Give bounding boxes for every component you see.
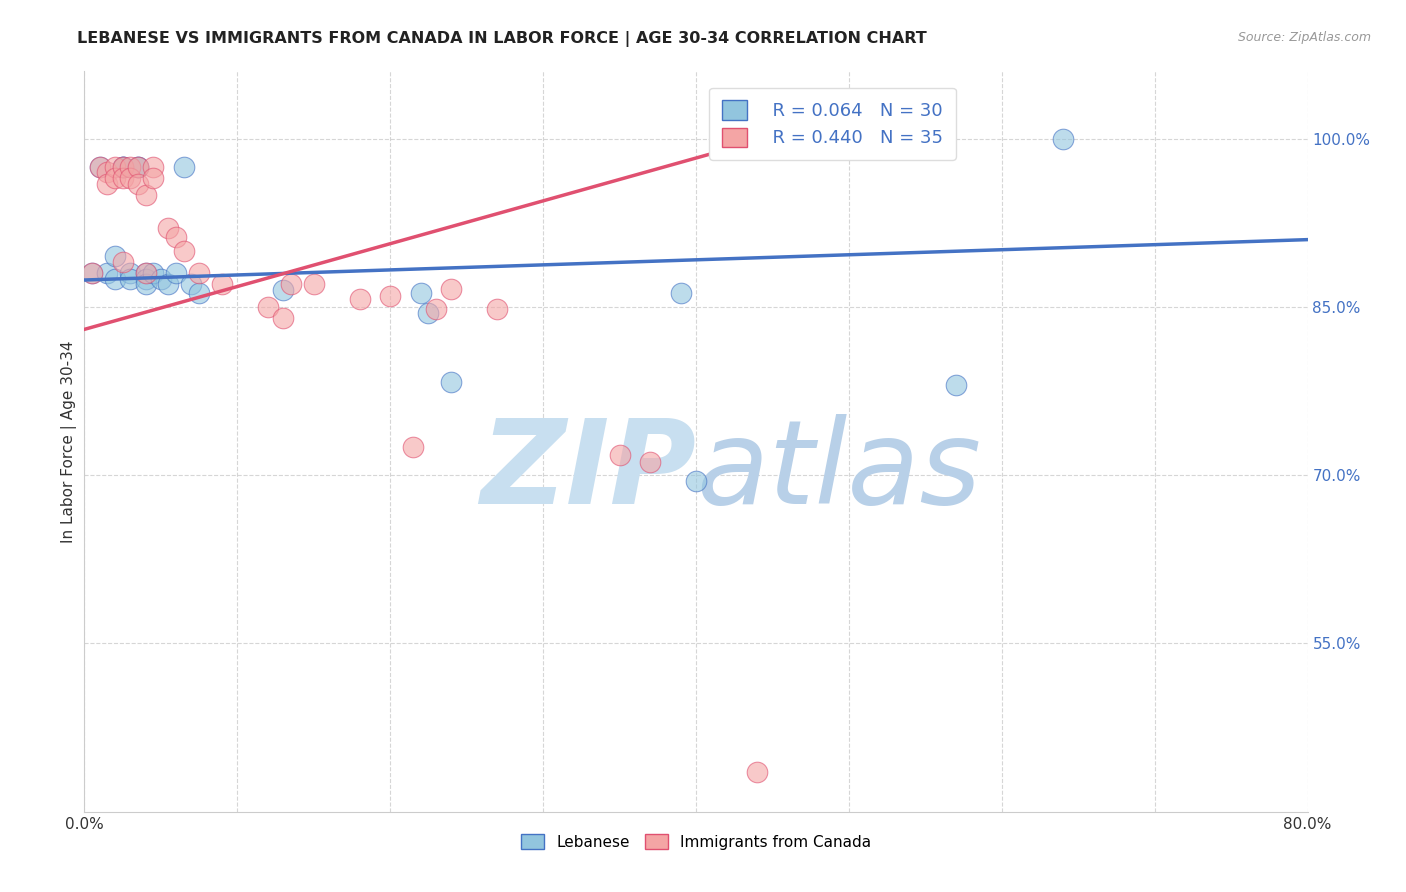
Point [142, 170, 165, 185]
Point [409, 286, 432, 301]
Point [685, 474, 707, 488]
Point [440, 375, 463, 389]
Point [120, 160, 142, 174]
Point [380, 289, 402, 303]
Point [120, 170, 142, 185]
Point [111, 160, 134, 174]
Point [280, 277, 302, 292]
Point [104, 170, 127, 185]
Point [127, 160, 149, 174]
Point [188, 286, 211, 301]
Point [120, 272, 142, 286]
Point [402, 440, 425, 454]
Y-axis label: In Labor Force | Age 30-34: In Labor Force | Age 30-34 [62, 340, 77, 543]
Point [96, 177, 118, 191]
Legend: Lebanese, Immigrants from Canada: Lebanese, Immigrants from Canada [515, 828, 877, 856]
Point [135, 187, 157, 202]
Point [157, 221, 180, 235]
Point [302, 277, 325, 292]
Point [165, 266, 187, 280]
Point [111, 170, 134, 185]
Point [173, 160, 195, 174]
Point [127, 177, 149, 191]
Point [142, 160, 165, 174]
Point [257, 300, 280, 314]
Point [80, 266, 103, 280]
Point [486, 302, 509, 317]
Point [211, 277, 233, 292]
Point [440, 282, 463, 296]
Point [638, 455, 661, 469]
Point [96, 165, 118, 179]
Point [180, 277, 202, 292]
Point [89, 160, 111, 174]
Point [945, 378, 967, 392]
Point [135, 277, 157, 292]
Point [149, 272, 172, 286]
Point [89, 160, 111, 174]
Point [127, 160, 149, 174]
Point [669, 286, 692, 301]
Point [1052, 131, 1074, 145]
Text: atlas: atlas [696, 414, 981, 528]
Point [96, 266, 118, 280]
Point [747, 765, 769, 780]
Point [135, 266, 157, 280]
Point [188, 266, 211, 280]
Text: Source: ZipAtlas.com: Source: ZipAtlas.com [1237, 31, 1371, 45]
Point [104, 250, 127, 264]
Point [127, 160, 149, 174]
Point [425, 302, 447, 317]
Point [80, 266, 103, 280]
Point [135, 266, 157, 280]
Point [142, 266, 165, 280]
Point [111, 160, 134, 174]
Point [111, 160, 134, 174]
Point [418, 305, 440, 319]
Point [271, 283, 294, 297]
Point [157, 277, 180, 292]
Point [173, 244, 195, 258]
Point [104, 160, 127, 174]
Point [120, 266, 142, 280]
Point [111, 255, 134, 269]
Point [609, 448, 631, 462]
Text: LEBANESE VS IMMIGRANTS FROM CANADA IN LABOR FORCE | AGE 30-34 CORRELATION CHART: LEBANESE VS IMMIGRANTS FROM CANADA IN LA… [77, 31, 927, 47]
Point [111, 160, 134, 174]
Point [271, 311, 294, 326]
Point [135, 272, 157, 286]
Text: ZIP: ZIP [479, 414, 696, 529]
Point [165, 230, 187, 244]
Point [104, 272, 127, 286]
Point [349, 292, 371, 306]
